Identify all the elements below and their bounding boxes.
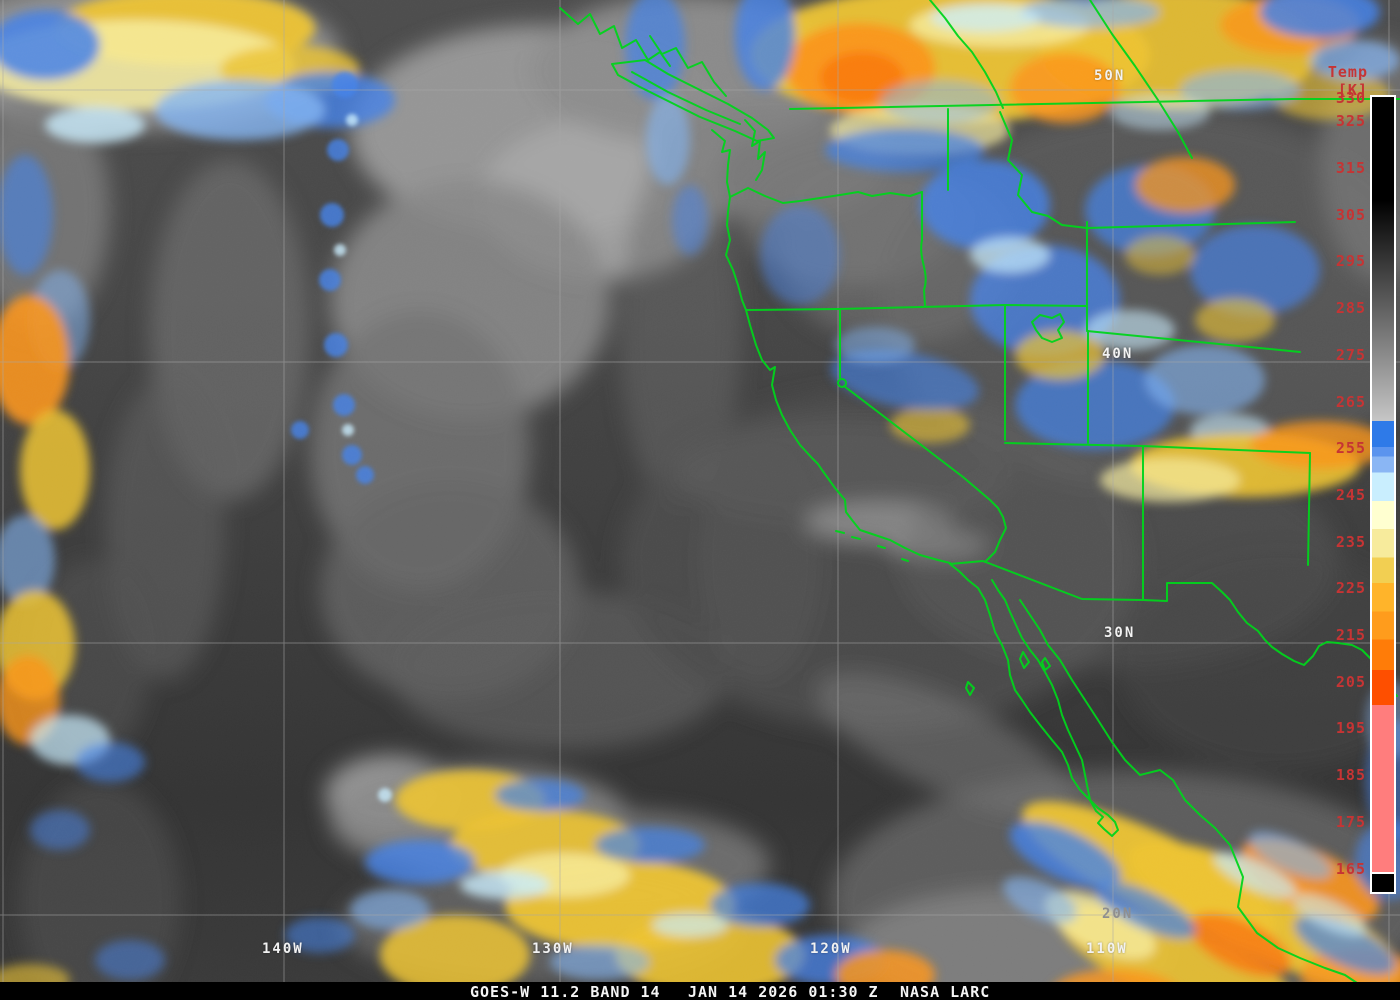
lon-label-110w: 110W <box>1086 941 1128 957</box>
colorbar-tick-325: 325 <box>1335 112 1366 131</box>
colorbar-tick-295: 295 <box>1335 252 1366 271</box>
caption-bar: GOES-W 11.2 BAND 14 JAN 14 2026 01:30 Z … <box>0 982 1400 1000</box>
lon-label-120w: 120W <box>810 941 852 957</box>
map-boundaries-overlay <box>559 0 1400 986</box>
lat-label-20n: 20N <box>1102 906 1134 922</box>
colorbar-tick-245: 245 <box>1335 485 1366 504</box>
colorbar-tick-185: 185 <box>1335 766 1366 785</box>
colorbar-tick-315: 315 <box>1335 159 1366 178</box>
caption-credit: NASA LARC <box>900 983 991 1000</box>
colorbar-tick-265: 265 <box>1335 392 1366 411</box>
colorbar-tick-235: 235 <box>1335 532 1366 551</box>
temperature-colorbar <box>1370 95 1396 894</box>
colorbar-tick-305: 305 <box>1335 205 1366 224</box>
lat-label-40n: 40N <box>1102 346 1134 362</box>
colorbar-end-cap <box>1372 872 1394 892</box>
colorbar-tick-195: 195 <box>1335 719 1366 738</box>
lat-label-50n: 50N <box>1094 68 1126 84</box>
colorbar-tick-215: 215 <box>1335 626 1366 645</box>
lat-label-30n: 30N <box>1104 625 1136 641</box>
caption-datetime: JAN 14 2026 01:30 Z <box>688 983 879 1000</box>
lon-label-130w: 130W <box>532 941 574 957</box>
colorbar-tick-330: 330 <box>1335 89 1366 107</box>
colorbar-tick-255: 255 <box>1335 439 1366 458</box>
colorbar-tick-275: 275 <box>1335 345 1366 364</box>
colorbar-tick-205: 205 <box>1335 672 1366 691</box>
colorbar-tick-225: 225 <box>1335 579 1366 598</box>
lon-label-140w: 140W <box>262 941 304 957</box>
colorbar-gradient <box>1372 97 1394 872</box>
colorbar-tick-165: 165 <box>1335 859 1366 878</box>
caption-product: GOES-W 11.2 BAND 14 <box>470 983 661 1000</box>
colorbar-title: Temp [K] <box>1327 63 1368 99</box>
colorbar-tick-285: 285 <box>1335 299 1366 318</box>
colorbar-tick-175: 175 <box>1335 812 1366 831</box>
